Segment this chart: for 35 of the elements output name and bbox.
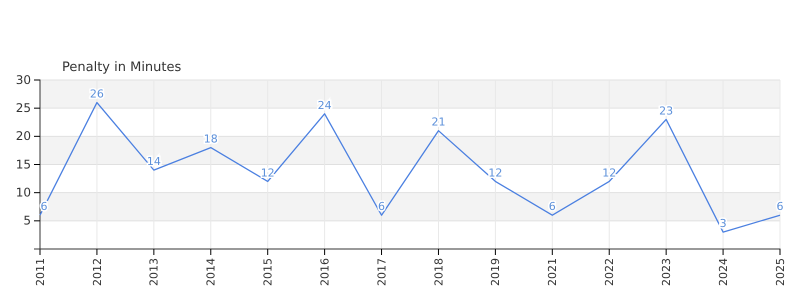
- data-label: 26: [90, 88, 104, 101]
- y-tick-label: 20: [16, 129, 31, 144]
- x-tick-label: 2017: [375, 258, 388, 286]
- x-tick-label: 2012: [90, 258, 104, 286]
- y-tick-label: 5: [23, 214, 31, 228]
- x-tick-label: 2022: [603, 258, 616, 286]
- data-label: 6: [776, 200, 784, 214]
- data-label: 3: [720, 217, 727, 230]
- data-label: 24: [318, 98, 332, 112]
- x-tick-label: 2013: [148, 258, 161, 286]
- line-series: [39, 102, 781, 233]
- x-tick-label: 2014: [204, 258, 218, 286]
- x-tick-label: 2019: [489, 258, 502, 286]
- y-tick-label: 30: [16, 72, 31, 87]
- x-tick-label: 2024: [716, 258, 730, 286]
- y-tick-label: 10: [16, 186, 31, 200]
- data-label: 6: [378, 200, 386, 214]
- x-tick-label: 2011: [34, 258, 47, 286]
- data-label: 18: [204, 132, 218, 146]
- y-tick-label: 15: [16, 157, 31, 172]
- data-label: 12: [488, 166, 502, 180]
- x-tick-label: 2021: [546, 258, 560, 286]
- data-label: 12: [602, 166, 616, 180]
- x-tick-label: 2016: [318, 258, 332, 286]
- data-label: 21: [431, 116, 446, 129]
- x-tick-label: 2023: [660, 258, 674, 286]
- data-label: 14: [146, 155, 161, 168]
- x-tick-label: 2018: [432, 258, 446, 286]
- data-label: 6: [548, 200, 556, 214]
- data-label: 23: [659, 104, 674, 118]
- data-label: 12: [260, 166, 275, 180]
- x-tick-label: 2025: [774, 258, 787, 286]
- chart-title: Penalty in Minutes: [62, 60, 182, 75]
- x-tick-label: 2015: [262, 258, 275, 286]
- y-tick-label: 25: [16, 101, 31, 116]
